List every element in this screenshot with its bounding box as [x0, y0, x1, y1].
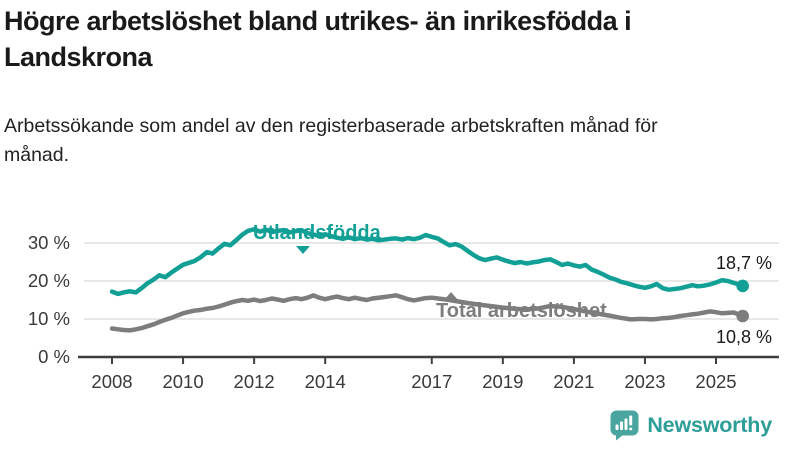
series-label-total: Total arbetslöshet: [436, 300, 607, 322]
end-value-total: 10,8 %: [715, 327, 772, 347]
page-title: Högre arbetslöshet bland utrikes- än inr…: [4, 6, 632, 72]
page-subtitle: Arbetssökande som andel av den registerb…: [4, 115, 658, 167]
svg-text:2010: 2010: [162, 371, 203, 392]
svg-text:20 %: 20 %: [28, 270, 70, 291]
brand-name: Newsworthy: [647, 413, 772, 437]
svg-text:10 %: 10 %: [28, 308, 70, 329]
end-value-utlandsfodda: 18,7 %: [715, 253, 772, 273]
svg-text:2025: 2025: [695, 371, 736, 392]
svg-text:2021: 2021: [553, 371, 594, 392]
svg-text:2017: 2017: [411, 371, 452, 392]
svg-text:2019: 2019: [482, 371, 523, 392]
svg-text:2008: 2008: [91, 371, 132, 392]
newsworthy-logo: Newsworthy: [610, 410, 772, 441]
svg-text:2023: 2023: [624, 371, 665, 392]
svg-text:2012: 2012: [234, 371, 275, 392]
svg-text:2014: 2014: [305, 371, 346, 392]
series-label-utlandsfodda: Utlandsfödda: [253, 222, 381, 244]
label-pointer-up-icon: [444, 292, 458, 300]
bar-chart-badge-icon: [610, 410, 639, 441]
svg-text:30 %: 30 %: [28, 232, 70, 253]
svg-text:0 %: 0 %: [38, 346, 70, 367]
label-pointer-down-icon: [296, 246, 310, 254]
